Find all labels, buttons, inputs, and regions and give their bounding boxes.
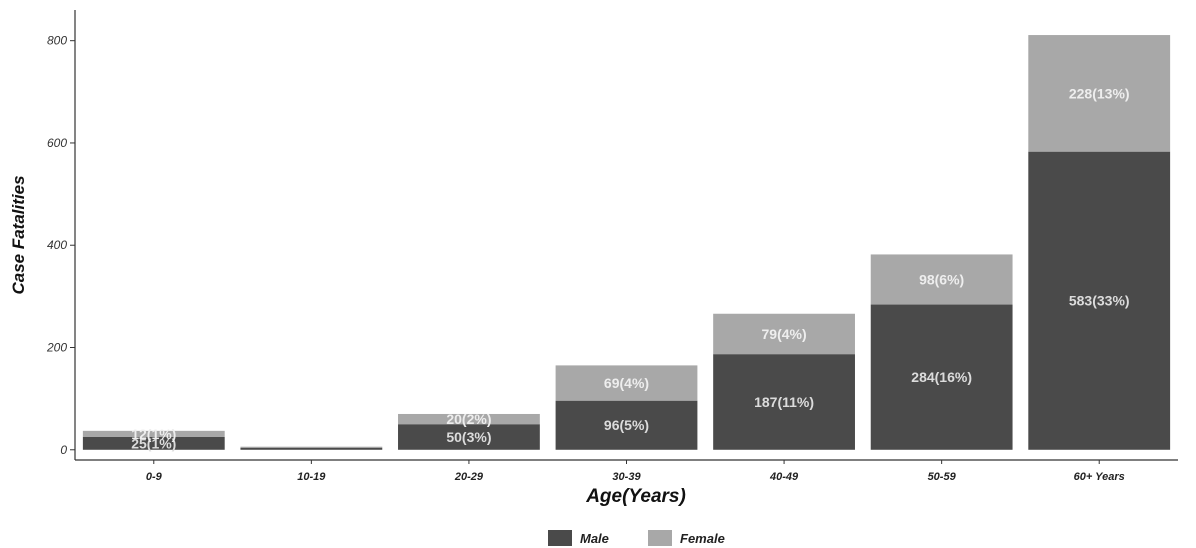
legend-label-male: Male (580, 531, 609, 546)
bar-male-20-29 (398, 424, 540, 450)
x-tick-label: 50-59 (928, 471, 957, 483)
y-tick-label: 600 (47, 136, 67, 150)
legend: Male Female (548, 530, 725, 546)
bars-group (82, 35, 1171, 450)
x-tick-label: 10-19 (297, 471, 326, 483)
x-tick-label: 40-49 (769, 471, 799, 483)
data-label-female: 69(4%) (604, 375, 649, 391)
data-label-female: 12(1%) (131, 426, 176, 442)
y-tick-label: 800 (47, 34, 67, 48)
legend-swatch-male (548, 530, 572, 546)
legend-label-female: Female (680, 531, 725, 546)
data-label-male: 25(1%) (131, 435, 176, 451)
data-label-female: 20(2%) (446, 411, 491, 427)
data-label-female: 98(6%) (919, 271, 964, 287)
data-label-male: 284(16%) (911, 369, 972, 385)
bar-male-50-59 (870, 304, 1013, 450)
bar-male-10-19 (240, 447, 383, 450)
data-label-female: 79(4%) (762, 326, 807, 342)
bar-male-60-years (1028, 151, 1171, 450)
legend-swatch-female (648, 530, 672, 546)
x-axis-ticks: 0-9 10-19 20-29 30-39 40-49 50-59 60+ Years (146, 460, 1125, 483)
data-label-male: 96(5%) (604, 417, 649, 433)
x-axis-title: Age(Years) (585, 486, 686, 507)
bar-female-40-49 (713, 313, 855, 355)
y-axis-ticks: 0 200 400 600 800 (46, 34, 75, 457)
bar-female-20-29 (398, 413, 540, 425)
bar-female-0-9 (82, 430, 225, 437)
y-tick-label: 0 (60, 443, 67, 457)
x-tick-label: 60+ Years (1074, 471, 1125, 483)
bar-female-10-19 (240, 446, 383, 448)
data-labels-group: 25(1%)12(1%) 50(3%) 20(2%) 96(5%) 69(4%) 187(… (131, 85, 1129, 451)
bar-female-30-39 (555, 365, 698, 401)
x-tick-label: 20-29 (454, 471, 484, 483)
bar-male-0-9 (82, 436, 225, 450)
y-tick-label: 400 (47, 238, 67, 252)
data-label-female: 228(13%) (1069, 85, 1130, 101)
y-tick-label: 200 (46, 341, 67, 355)
x-tick-label: 30-39 (612, 471, 641, 483)
bar-female-50-59 (870, 254, 1013, 305)
data-label-male: 583(33%) (1069, 293, 1130, 309)
x-tick-label: 0-9 (146, 471, 163, 483)
bar-female-60-years (1028, 35, 1171, 152)
bar-male-40-49 (713, 354, 855, 450)
data-label-male: 50(3%) (446, 429, 491, 445)
y-axis-title: Case Fatalities (9, 175, 28, 294)
data-label-male: 187(11%) (754, 394, 814, 410)
bar-male-30-39 (555, 400, 698, 450)
